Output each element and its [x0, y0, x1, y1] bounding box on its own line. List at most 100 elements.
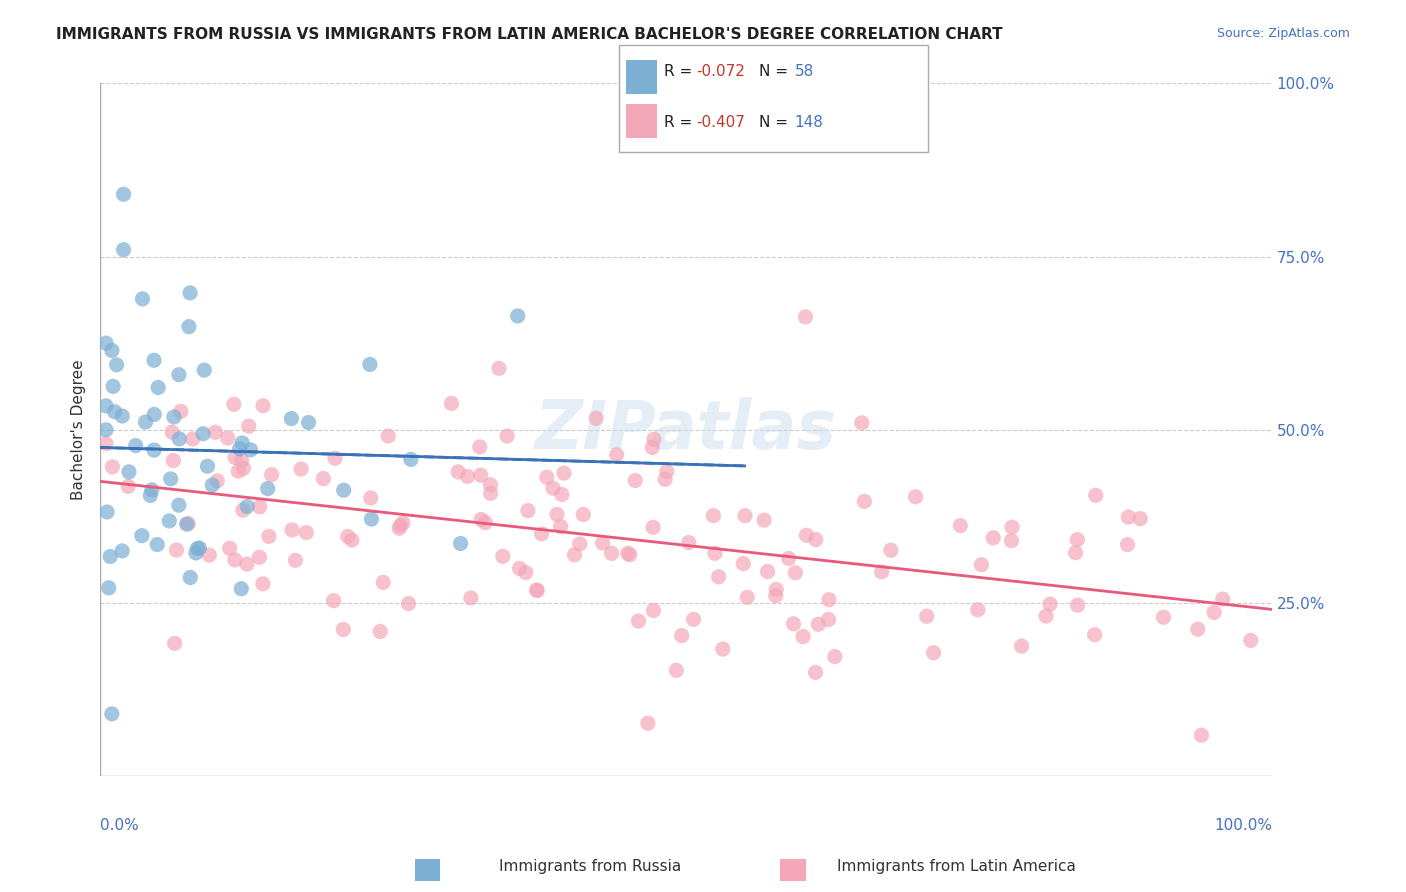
Point — [260, 467, 283, 482]
Text: N =: N = — [759, 115, 793, 129]
Point — [765, 589, 787, 603]
Point — [170, 404, 193, 418]
Point — [112, 243, 135, 257]
Point — [228, 442, 250, 456]
Point — [492, 549, 515, 564]
Point — [627, 614, 650, 628]
Point — [389, 518, 412, 533]
Point — [157, 514, 180, 528]
Point — [146, 380, 169, 394]
Point — [340, 533, 363, 548]
Point — [218, 541, 240, 556]
Point — [1000, 533, 1022, 548]
Point — [1066, 598, 1088, 612]
Point — [624, 474, 647, 488]
Point — [870, 565, 893, 579]
Point — [479, 477, 502, 491]
Point — [641, 441, 664, 455]
Point — [702, 508, 724, 523]
Point — [1129, 511, 1152, 525]
Point — [546, 508, 568, 522]
Point — [600, 546, 623, 560]
Point — [516, 503, 538, 517]
Point — [284, 553, 307, 567]
Point — [232, 503, 254, 517]
Text: -0.407: -0.407 — [696, 115, 745, 129]
Point — [104, 405, 127, 419]
Point — [526, 583, 548, 598]
Point — [966, 603, 988, 617]
Point — [94, 436, 117, 450]
Point — [392, 516, 415, 530]
Point — [232, 461, 254, 475]
Point — [460, 591, 482, 605]
Point — [794, 310, 817, 324]
Point — [804, 533, 827, 547]
Point — [252, 399, 274, 413]
Point — [177, 319, 200, 334]
Point — [163, 409, 186, 424]
Point — [388, 521, 411, 535]
Point — [131, 529, 153, 543]
Point — [231, 582, 253, 596]
Point — [139, 488, 162, 502]
Point — [98, 549, 121, 564]
Point — [94, 399, 117, 413]
Point — [682, 612, 704, 626]
Text: 148: 148 — [794, 115, 824, 129]
Point — [818, 592, 841, 607]
Point — [143, 408, 166, 422]
Point — [249, 500, 271, 514]
Point — [368, 624, 391, 639]
Point — [470, 468, 492, 483]
Point — [1204, 606, 1226, 620]
Point — [792, 630, 814, 644]
Point — [479, 486, 502, 500]
Point — [360, 491, 382, 505]
Point — [297, 416, 319, 430]
Point — [671, 629, 693, 643]
Point — [474, 516, 496, 530]
Text: 100.0%: 100.0% — [1213, 818, 1272, 833]
Point — [166, 543, 188, 558]
Point — [1212, 592, 1234, 607]
Point — [1152, 610, 1174, 624]
Point — [782, 616, 804, 631]
Text: Immigrants from Latin America: Immigrants from Latin America — [837, 859, 1076, 874]
Point — [880, 543, 903, 558]
Point — [186, 541, 208, 556]
Point — [160, 425, 183, 439]
Point — [117, 479, 139, 493]
Point — [807, 617, 830, 632]
Point — [506, 309, 529, 323]
Point — [707, 570, 730, 584]
Point — [94, 336, 117, 351]
Point — [641, 520, 664, 534]
Point — [399, 452, 422, 467]
Point — [572, 508, 595, 522]
Point — [360, 512, 382, 526]
Point — [1035, 609, 1057, 624]
Point — [143, 353, 166, 368]
Point — [778, 551, 800, 566]
Point — [105, 358, 128, 372]
Point — [207, 474, 229, 488]
Point — [252, 577, 274, 591]
Point — [290, 462, 312, 476]
Point — [247, 550, 270, 565]
Point — [238, 419, 260, 434]
Text: -0.072: -0.072 — [696, 64, 745, 78]
Point — [177, 516, 200, 531]
Point — [824, 649, 846, 664]
Point — [619, 548, 641, 562]
Point — [530, 526, 553, 541]
Point — [359, 358, 381, 372]
Point — [551, 487, 574, 501]
Point — [191, 426, 214, 441]
Point — [197, 459, 219, 474]
Point — [224, 553, 246, 567]
Point — [198, 548, 221, 562]
Point — [440, 396, 463, 410]
Point — [169, 432, 191, 446]
Point — [804, 665, 827, 680]
